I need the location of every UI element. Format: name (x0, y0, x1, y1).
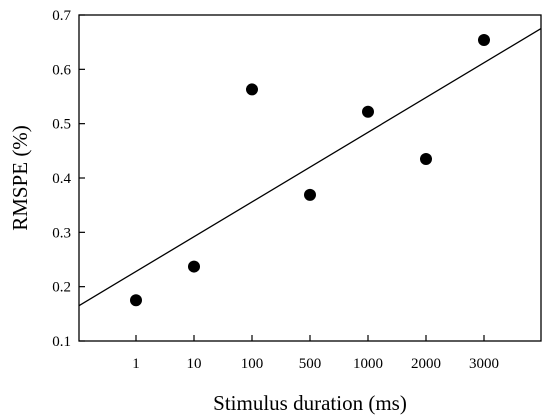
data-points (130, 33, 490, 307)
x-tick-label: 2000 (411, 356, 441, 372)
y-axis-title: RMSPE (%) (8, 125, 32, 231)
y-tick-label: 0.2 (52, 280, 71, 296)
x-tick-label: 500 (299, 356, 322, 372)
data-point (478, 33, 490, 46)
y-tick-label: 0.3 (52, 225, 71, 241)
y-tick-label: 0.7 (52, 8, 71, 24)
x-tick-label: 1 (132, 356, 140, 372)
x-axis-title: Stimulus duration (ms) (213, 391, 407, 415)
data-point (188, 260, 200, 273)
data-point (420, 152, 432, 165)
x-tick-label: 1000 (353, 356, 383, 372)
plot-frame (78, 14, 542, 342)
x-tick-label: 10 (187, 356, 202, 372)
data-point (130, 294, 142, 307)
regression-line (78, 28, 542, 307)
data-point (362, 105, 374, 118)
y-axis-ticks: 0.1 0.2 0.3 0.4 0.5 0.6 0.7 (52, 8, 85, 350)
x-tick-label: 3000 (469, 356, 499, 372)
data-point (246, 83, 258, 96)
y-tick-label: 0.6 (52, 62, 71, 78)
y-tick-label: 0.5 (52, 117, 71, 133)
x-axis-ticks: 1 10 100 500 1000 2000 3000 (132, 335, 499, 372)
y-tick-label: 0.1 (52, 334, 71, 350)
x-tick-label: 100 (241, 356, 264, 372)
data-point (304, 188, 316, 201)
y-tick-label: 0.4 (52, 171, 71, 187)
